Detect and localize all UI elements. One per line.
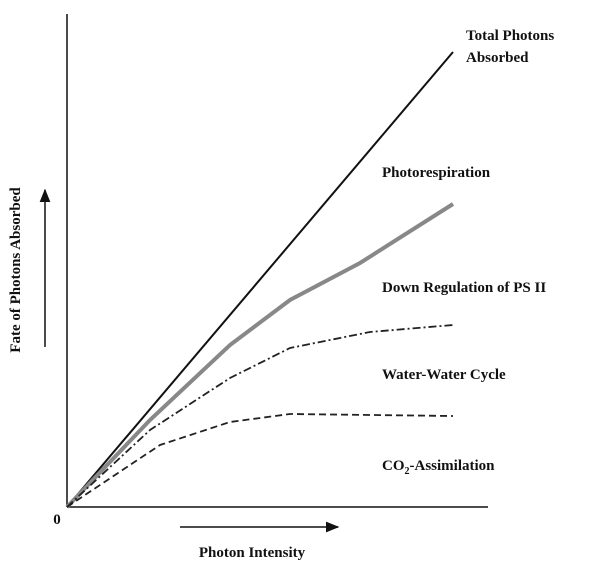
photorespiration-line [65, 202, 455, 509]
down-regulation-line [66, 324, 454, 508]
photorespiration-label: Photorespiration [382, 165, 491, 181]
total-label: Total Photons [466, 28, 554, 44]
total-line [66, 51, 454, 508]
down-regulation-label: Down Regulation of PS II [382, 280, 546, 296]
y-axis-label: Fate of Photons Absorbed [8, 187, 24, 353]
x-axis-label: Photon Intensity [199, 545, 306, 561]
co2-rest: -Assimilation [410, 458, 496, 474]
water-water-line [66, 413, 454, 508]
total-label: Absorbed [466, 50, 529, 66]
origin-label: 0 [53, 512, 61, 528]
co2-sub: 2 [405, 466, 410, 477]
water-water-label: Water-Water Cycle [382, 367, 506, 383]
co2-label: CO2-Assimilation [382, 458, 495, 477]
co2-main: CO [382, 458, 405, 474]
